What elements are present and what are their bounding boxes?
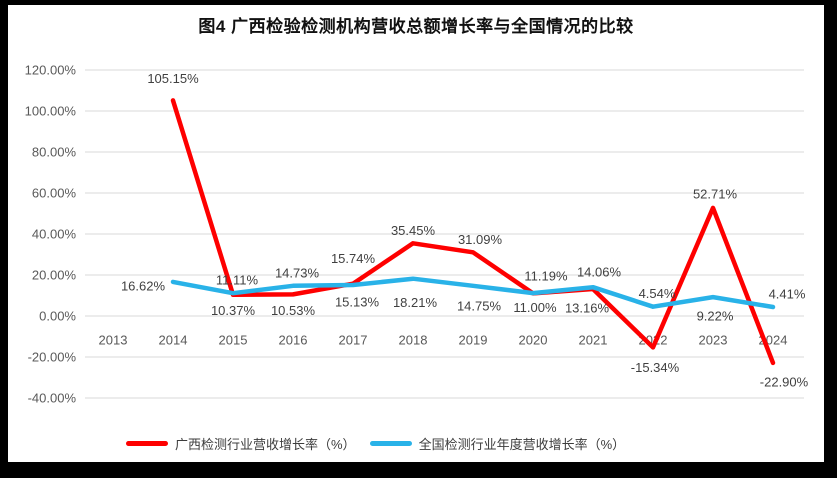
x-axis-tick-label: 2015: [219, 333, 248, 348]
y-axis-tick-label: 120.00%: [25, 63, 77, 78]
data-label-guangxi: 52.71%: [693, 186, 738, 201]
chart-canvas: 图4 广西检验检测机构营收总额增长率与全国情况的比较 120.00% 100.00…: [8, 5, 824, 462]
data-label-national: 11.11%: [216, 273, 259, 288]
y-axis-tick-label: 0.00%: [39, 309, 76, 324]
data-label-guangxi: 11.00%: [513, 300, 557, 315]
x-axis-tick-label: 2020: [519, 333, 548, 348]
x-axis-tick-label: 2013: [99, 333, 128, 348]
data-label-national: 18.21%: [393, 295, 438, 310]
data-label-guangxi: -22.90%: [760, 374, 809, 389]
guangxi-series-line: [170, 98, 776, 366]
x-axis-tick-label: 2018: [399, 333, 428, 348]
data-label-national: 14.75%: [457, 298, 502, 313]
x-axis-tick-label: 2023: [699, 333, 728, 348]
legend-label-national: 全国检测行业年度营收增长率（%）: [418, 437, 626, 452]
data-label-national: 9.22%: [697, 309, 734, 324]
legend-item-national: 全国检测行业年度营收增长率（%）: [369, 434, 626, 453]
legend-item-guangxi: 广西检测行业营收增长率（%）: [126, 434, 356, 453]
data-label-guangxi: 13.16%: [565, 301, 610, 316]
line-chart-plot: 120.00% 100.00% 80.00% 60.00% 40.00% 20.00% 0.…: [25, 63, 809, 406]
chart-title: 图4 广西检验检测机构营收总额增长率与全国情况的比较: [198, 17, 634, 36]
data-label-national: 15.13%: [335, 294, 380, 309]
national-series-swatch: [369, 441, 412, 446]
y-axis-tick-label: 100.00%: [25, 104, 77, 119]
x-axis-tick-label: 2021: [579, 333, 608, 348]
y-axis-tick-label: -40.00%: [28, 391, 77, 406]
x-axis-tick-label: 2019: [459, 333, 488, 348]
x-axis-tick-label: 2016: [279, 333, 308, 348]
data-label-national: 14.73%: [275, 265, 320, 280]
data-label-guangxi: 105.15%: [147, 71, 199, 86]
data-label-national: 11.19%: [524, 269, 568, 284]
data-label-national: 14.06%: [577, 265, 622, 280]
x-axis-tick-label: 2014: [159, 333, 188, 348]
data-label-national: 16.62%: [121, 278, 166, 293]
x-axis-tick-label: 2017: [339, 333, 368, 348]
y-axis-tick-label: 40.00%: [32, 227, 77, 242]
data-label-guangxi: 10.37%: [211, 303, 256, 318]
y-axis-tick-label: -20.00%: [28, 350, 77, 365]
data-label-national: 4.54%: [639, 286, 676, 301]
data-label-guangxi: 35.45%: [391, 223, 436, 238]
y-axis-tick-label: 60.00%: [32, 186, 77, 201]
data-label-national: 4.41%: [769, 286, 806, 301]
y-axis-tick-label: 20.00%: [32, 268, 77, 283]
data-label-guangxi: 15.74%: [331, 251, 376, 266]
guangxi-series-swatch: [126, 441, 168, 446]
legend-label-guangxi: 广西检测行业营收增长率（%）: [175, 437, 356, 452]
y-axis-tick-label: 80.00%: [32, 145, 77, 160]
chart-legend: 广西检测行业营收增长率（%） 全国检测行业年度营收增长率（%）: [126, 434, 625, 453]
data-label-guangxi: 31.09%: [458, 232, 503, 247]
national-series-line: [170, 276, 776, 310]
data-label-guangxi: -15.34%: [631, 360, 680, 375]
data-label-guangxi: 10.53%: [271, 303, 316, 318]
